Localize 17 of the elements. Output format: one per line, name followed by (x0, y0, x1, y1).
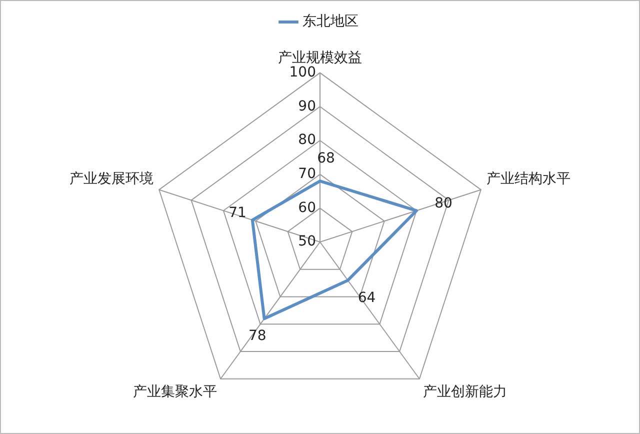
y-tick-label: 70 (298, 166, 316, 182)
spoke-label: 产业集聚水平 (133, 384, 218, 400)
data-label: 80 (434, 195, 452, 212)
data-label: 68 (317, 150, 335, 167)
y-tick-label: 80 (298, 132, 316, 148)
spoke-label: 产业创新能力 (422, 384, 507, 400)
legend-label: 东北地区 (302, 14, 358, 30)
data-label: 71 (228, 204, 246, 221)
y-tick-label: 90 (298, 98, 316, 114)
data-label: 64 (358, 290, 376, 306)
y-tick-label: 100 (289, 64, 316, 80)
spoke-label: 产业结构水平 (486, 171, 571, 188)
y-tick-label: 60 (298, 200, 316, 216)
spoke-label: 产业规模效益 (278, 50, 362, 66)
spoke-label: 产业发展环境 (69, 171, 154, 188)
data-label: 78 (248, 328, 266, 344)
y-tick-label: 50 (298, 234, 316, 250)
